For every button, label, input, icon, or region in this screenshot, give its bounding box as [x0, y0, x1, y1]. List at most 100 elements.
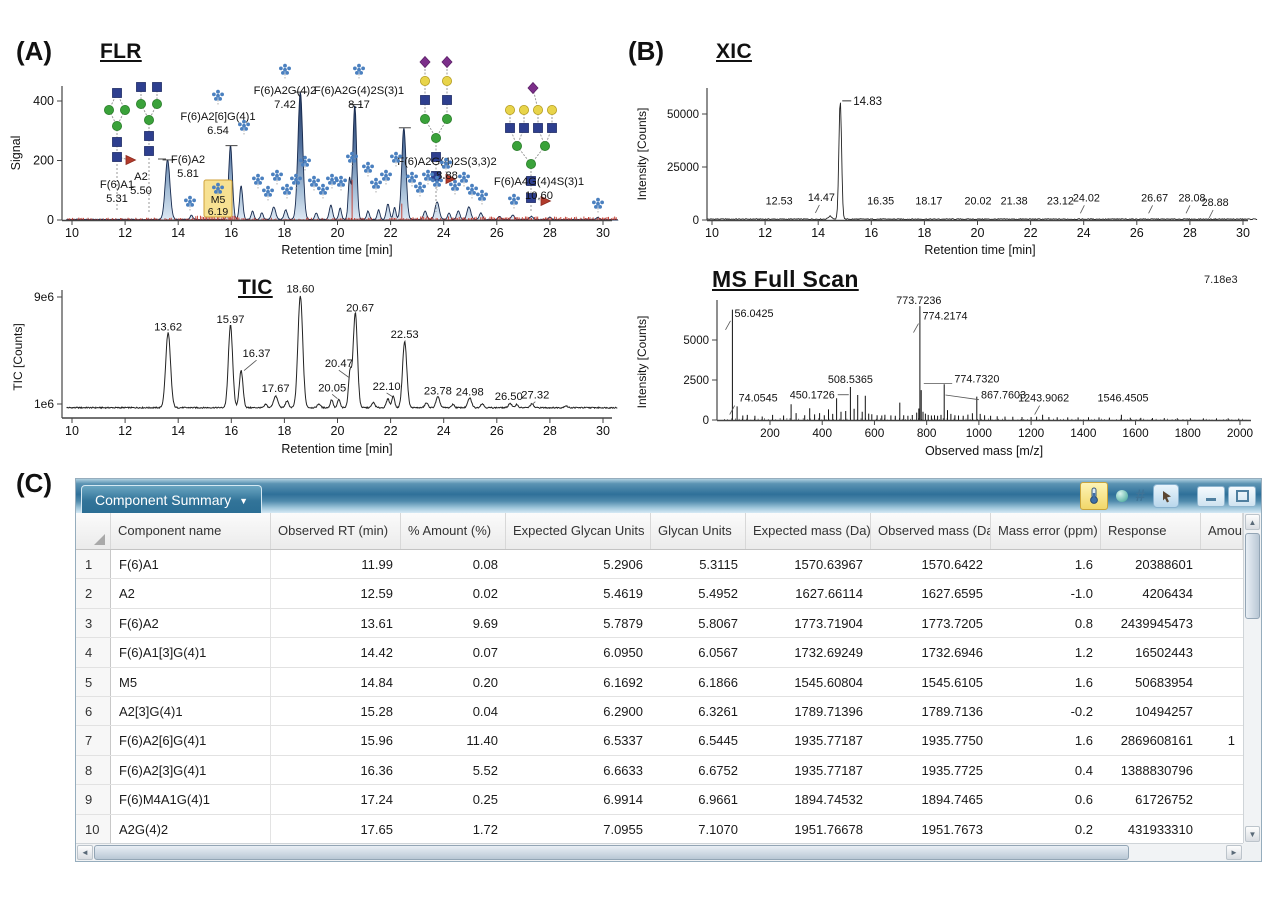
column-header[interactable]: Observed mass (Da) — [871, 513, 991, 549]
flr-chromatogram-chart: 10 12 14 16 18 20 22 24 26 28 30 0 200 400 Retention t… — [9, 55, 619, 257]
table-cell: 1951.76678 — [794, 821, 863, 837]
svg-text:27.32: 27.32 — [521, 390, 549, 402]
vertical-scroll-thumb[interactable] — [1245, 533, 1260, 619]
svg-text:1243.9062: 1243.9062 — [1018, 393, 1069, 405]
table-row[interactable]: 10 A2G(4)2 17.65 1.72 7.0955 7.1070 1951.76678… — [76, 814, 1261, 844]
glycan-cluster-icon — [262, 185, 274, 201]
svg-text:Retention time [min]: Retention time [min] — [924, 243, 1035, 257]
table-row[interactable]: 6 A2[3]G(4)1 15.28 0.04 6.2900 6.3261 1789.713… — [76, 696, 1261, 727]
table-cell: 0.8 — [1074, 615, 1093, 631]
svg-text:F(6)A2G(4)2: F(6)A2G(4)2 — [254, 85, 317, 97]
glycan-cluster-icon — [458, 171, 470, 187]
glycan-cartoon — [504, 81, 558, 212]
svg-text:F(6)A2G(4)2S(3)1: F(6)A2G(4)2S(3)1 — [314, 85, 404, 97]
scroll-down-button[interactable]: ▼ — [1245, 826, 1260, 842]
table-cell: 15.96 — [360, 733, 393, 749]
glycan-cluster-icon — [335, 175, 347, 191]
column-header[interactable]: Glycan Units — [651, 513, 746, 549]
svg-text:22: 22 — [384, 226, 398, 240]
svg-text:23.12: 23.12 — [1047, 195, 1074, 207]
table-cell: 6.5337 — [603, 733, 643, 749]
table-cell: 1.6 — [1074, 733, 1093, 749]
svg-text:12.53: 12.53 — [766, 195, 793, 207]
table-cell: 0.08 — [472, 557, 498, 572]
column-header[interactable]: Expected mass (Da) — [746, 513, 871, 549]
maximize-icon — [1235, 490, 1249, 502]
ms-peaks — [731, 306, 1240, 420]
molecule-icon[interactable] — [1115, 490, 1128, 502]
svg-text:Signal: Signal — [9, 136, 23, 171]
svg-text:M5: M5 — [211, 194, 226, 206]
glycan-cluster-icon — [390, 151, 402, 167]
panel-c-label: (C) — [16, 468, 53, 498]
panel-a-label: (A) — [16, 36, 53, 66]
table-cell: 1 — [1227, 733, 1235, 749]
number-sign-icon[interactable]: # — [1135, 486, 1145, 505]
table-row[interactable]: 8 F(6)A2[3]G(4)1 16.36 5.52 6.6633 6.6752 1935… — [76, 755, 1261, 786]
table-cell: F(6)A1 — [111, 550, 271, 579]
table-row[interactable]: 1 F(6)A1 11.99 0.08 5.2906 5.3115 1570.63967 15… — [76, 550, 1261, 580]
m5-highlight-box — [203, 179, 233, 218]
table-cell: 9.69 — [472, 615, 498, 631]
column-header[interactable]: Observed RT (min) — [271, 513, 401, 549]
table-row[interactable]: 4 F(6)A1[3]G(4)1 14.42 0.07 6.0950 6.0567 1732… — [76, 638, 1261, 668]
table-row[interactable]: 7 F(6)A2[6]G(4)1 15.96 11.40 6.5337 6.5445 193… — [76, 726, 1261, 756]
table-row[interactable]: 2 A2 12.59 0.02 5.4619 5.4952 1627.66114 1627.6… — [76, 579, 1261, 609]
svg-text:17.67: 17.67 — [262, 383, 290, 395]
svg-text:Retention time [min]: Retention time [min] — [281, 243, 392, 257]
svg-text:2500: 2500 — [683, 375, 709, 387]
svg-text:F(6)A1: F(6)A1 — [100, 179, 134, 191]
component-summary-tab[interactable]: Component Summary ▼ — [81, 485, 263, 513]
column-header[interactable]: Expected Glycan Units — [506, 513, 651, 549]
svg-text:1800: 1800 — [1175, 426, 1202, 440]
maximize-button[interactable] — [1228, 485, 1256, 507]
svg-text:28: 28 — [1183, 226, 1197, 240]
table-cell: 6.0950 — [603, 645, 643, 661]
vertical-scrollbar[interactable]: ▲ ▼ — [1243, 513, 1261, 843]
table-row[interactable]: 5 M5 14.84 0.20 6.1692 6.1866 1545.60804 1545.6… — [76, 667, 1261, 697]
svg-text:9e6: 9e6 — [34, 290, 54, 304]
svg-text:20.47: 20.47 — [325, 358, 353, 370]
thermometer-tool-button[interactable] — [1079, 482, 1108, 510]
cursor-arrow-icon — [1162, 490, 1171, 502]
column-header[interactable]: Mass error (ppm) — [991, 513, 1101, 549]
select-all-corner[interactable] — [76, 513, 111, 549]
svg-text:22: 22 — [384, 424, 398, 438]
scroll-up-button[interactable]: ▲ — [1245, 514, 1260, 530]
minimize-button[interactable] — [1197, 485, 1225, 507]
column-header[interactable]: Component name — [111, 513, 271, 549]
table-cell: 1935.7750 — [921, 733, 983, 749]
table-cell — [1201, 785, 1243, 813]
table-cell: F(6)M4A1G(4)1 — [111, 785, 271, 814]
column-header[interactable]: % Amount (%) — [401, 513, 506, 549]
svg-text:0: 0 — [693, 215, 699, 227]
horizontal-scrollbar[interactable]: ◄ ► — [76, 843, 1243, 861]
svg-text:22.10: 22.10 — [373, 381, 401, 393]
svg-text:Retention time [min]: Retention time [min] — [281, 442, 392, 456]
svg-text:14: 14 — [811, 226, 825, 240]
scroll-right-button[interactable]: ► — [1226, 845, 1242, 860]
table-cell: 0.2 — [1074, 821, 1093, 837]
table-cell: 7.1070 — [698, 821, 738, 837]
column-header[interactable]: Response — [1101, 513, 1201, 549]
table-cell: 1545.60804 — [794, 674, 863, 690]
table-row[interactable]: 3 F(6)A2 13.61 9.69 5.7879 5.8067 1773.71904 17… — [76, 608, 1261, 639]
glycan-cluster-icon — [476, 189, 488, 205]
svg-text:16.37: 16.37 — [243, 348, 271, 360]
table-row[interactable]: 9 F(6)M4A1G(4)1 17.24 0.25 6.9914 6.9661 1894.… — [76, 785, 1261, 815]
glycan-cluster-icon — [184, 195, 197, 211]
column-header[interactable]: Amount — [1201, 513, 1243, 549]
report-tool-button[interactable] — [1153, 484, 1179, 508]
glycan-cluster-icon — [431, 175, 443, 191]
flr-red-trace — [67, 179, 617, 220]
table-cell: 5.4619 — [603, 586, 643, 602]
horizontal-scroll-thumb[interactable] — [94, 845, 1129, 860]
table-cell: 6.9661 — [698, 792, 738, 808]
svg-text:16: 16 — [864, 226, 878, 240]
scroll-left-button[interactable]: ◄ — [77, 845, 93, 860]
svg-text:26.50: 26.50 — [495, 391, 523, 403]
table-cell — [1201, 815, 1243, 843]
svg-text:15.97: 15.97 — [217, 314, 245, 326]
table-cell: 1627.6595 — [921, 586, 983, 602]
